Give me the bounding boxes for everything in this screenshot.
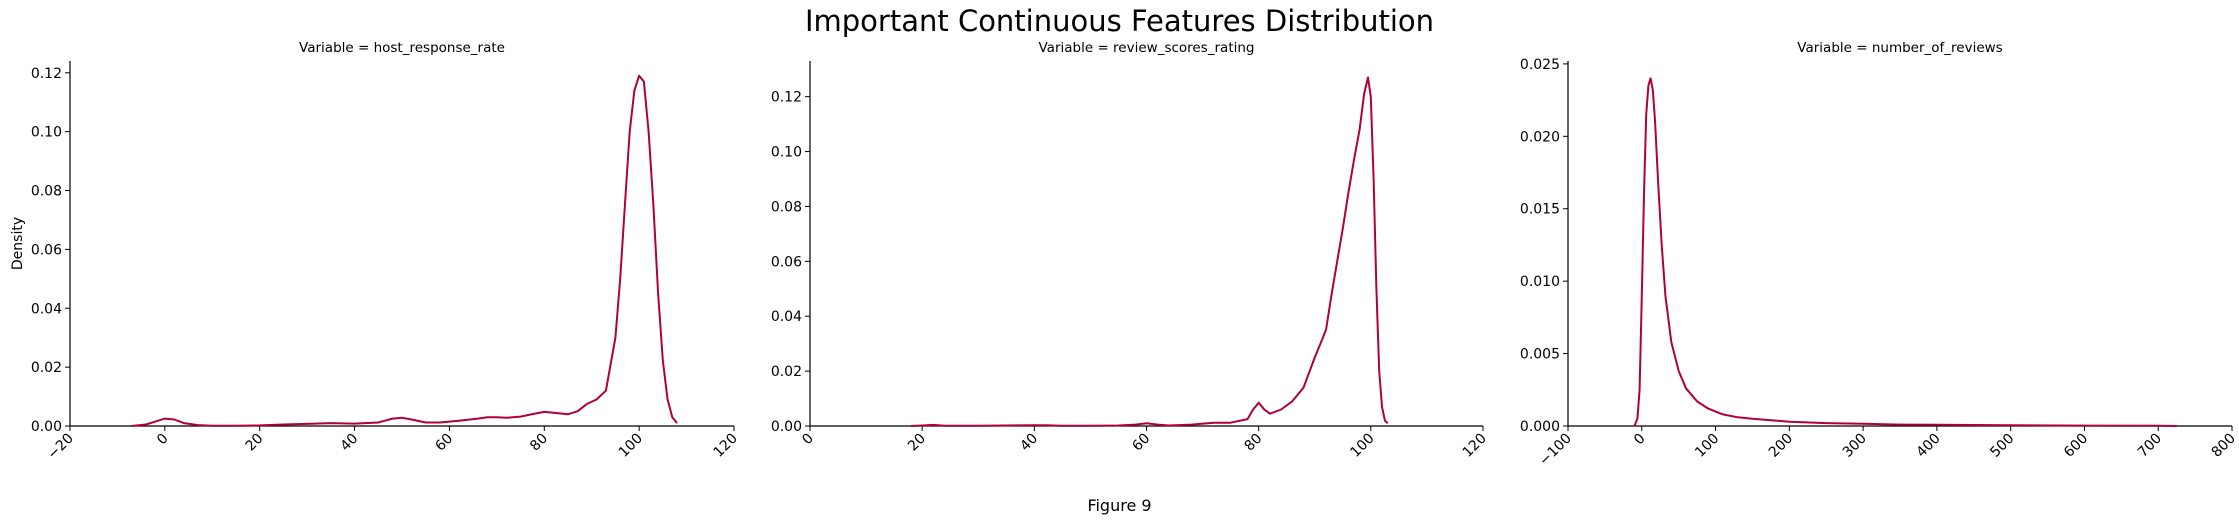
y-tick-label: 0.04: [31, 301, 62, 317]
y-axis-label: Density: [10, 217, 26, 270]
x-tick-label: −20: [45, 431, 77, 463]
y-tick-label: 0.06: [31, 242, 62, 258]
y-tick-label: 0.04: [771, 309, 802, 325]
x-tick-label: 40: [1017, 431, 1041, 455]
x-tick-label: 100: [616, 431, 646, 461]
x-tick-label: 0: [1631, 431, 1649, 449]
x-tick-label: 300: [1840, 431, 1870, 461]
y-tick-label: 0.12: [31, 66, 62, 82]
y-tick-label: 0.08: [31, 184, 62, 200]
x-tick-label: −100: [1536, 431, 1575, 470]
y-tick-label: 0.10: [771, 145, 802, 161]
y-tick-label: 0.00: [31, 419, 62, 435]
x-tick-label: 120: [1460, 431, 1490, 461]
subplot-title: Variable = review_scores_rating: [1039, 40, 1255, 56]
y-tick-label: 0.12: [771, 90, 802, 106]
density-curve: [1633, 77, 2177, 427]
y-tick-label: 0.010: [1520, 274, 1560, 290]
subplot-1: Variable = host_response_rate 0.00 0.02 0.0…: [10, 40, 741, 463]
x-tick-label: 100: [1692, 431, 1722, 461]
x-tick-label: 600: [2061, 431, 2091, 461]
x-tick-label: 100: [1347, 431, 1377, 461]
x-tick-label: 60: [432, 431, 456, 455]
x-tick-label: 0: [154, 431, 172, 449]
x-tick-label: 500: [1987, 431, 2017, 461]
density-curve: [131, 74, 678, 427]
figure-title: Important Continuous Features Distributi…: [804, 4, 1435, 38]
y-tick-label: 0.005: [1520, 347, 1560, 363]
x-tick-label: 400: [1913, 431, 1943, 461]
y-tick-label: 0.10: [31, 125, 62, 141]
subplot-2: Variable = review_scores_rating 0.00 0.02 0…: [771, 40, 1490, 461]
x-tick-label: 0: [799, 431, 817, 449]
x-tick-label: 80: [527, 431, 551, 455]
x-tick-label: 20: [243, 431, 267, 455]
x-tick-label: 120: [711, 431, 741, 461]
density-curve: [910, 76, 1389, 427]
x-tick-label: 700: [2135, 431, 2165, 461]
y-tick-label: 0.00: [771, 419, 802, 435]
x-tick-label: 40: [337, 431, 361, 455]
y-tick-label: 0.08: [771, 199, 802, 215]
y-tick-label: 0.025: [1520, 57, 1560, 73]
y-tick-label: 0.02: [771, 364, 802, 380]
y-tick-label: 0.06: [771, 254, 802, 270]
figure-caption: Figure 9: [1087, 496, 1152, 515]
subplot-3: Variable = number_of_reviews 0.000 0.005 0.…: [1520, 40, 2239, 469]
y-tick-label: 0.020: [1520, 129, 1560, 145]
y-tick-label: 0.015: [1520, 202, 1560, 218]
y-tick-label: 0.02: [31, 360, 62, 376]
x-tick-label: 60: [1129, 431, 1153, 455]
x-tick-label: 800: [2209, 431, 2239, 461]
x-tick-label: 20: [905, 431, 929, 455]
subplot-title: Variable = number_of_reviews: [1797, 40, 2002, 56]
y-tick-label: 0.000: [1520, 419, 1560, 435]
x-tick-label: 200: [1766, 431, 1796, 461]
subplot-title: Variable = host_response_rate: [299, 40, 505, 56]
x-tick-label: 80: [1242, 431, 1266, 455]
